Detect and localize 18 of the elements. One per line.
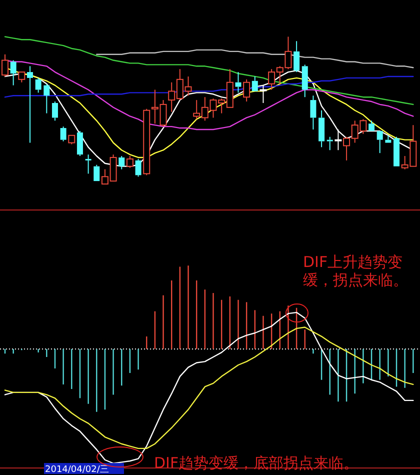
candlestick bbox=[76, 130, 83, 157]
candlestick bbox=[26, 66, 33, 144]
candlestick bbox=[118, 156, 125, 170]
candlestick bbox=[85, 154, 92, 174]
candlestick bbox=[326, 136, 333, 151]
candlestick bbox=[52, 101, 58, 122]
candlestick bbox=[35, 77, 42, 94]
text: 2014/04/02/三 bbox=[45, 465, 109, 475]
candlestick bbox=[302, 64, 308, 98]
annotation: DIF趋势变缓，底部拐点来临。 bbox=[154, 454, 359, 472]
annotation: DIF上升趋势变缓，拐点来临。 bbox=[303, 253, 408, 289]
candlestick bbox=[235, 72, 242, 94]
candlestick bbox=[294, 40, 300, 73]
candlestick bbox=[44, 83, 50, 114]
candlestick bbox=[318, 110, 325, 148]
candlestick bbox=[135, 158, 142, 178]
candlestick bbox=[310, 95, 316, 130]
candlestick bbox=[60, 126, 66, 142]
